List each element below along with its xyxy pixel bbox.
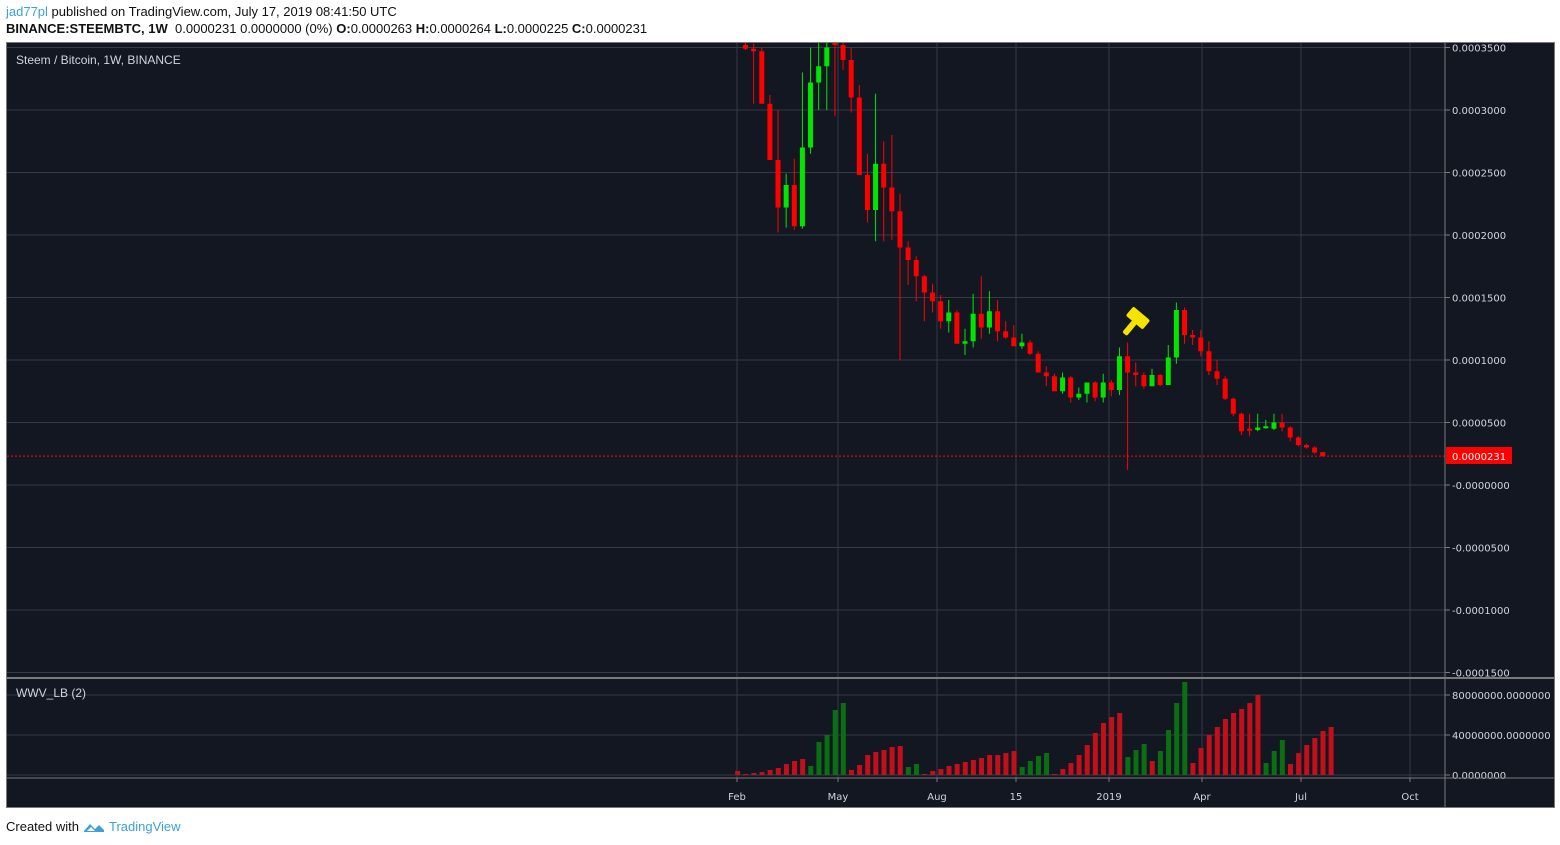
price-change: 0.0000000 (0%) xyxy=(240,21,333,36)
svg-text:0.0003000: 0.0003000 xyxy=(1452,106,1506,117)
last-price: 0.0000231 xyxy=(175,21,237,36)
low-label: L: xyxy=(494,21,507,36)
svg-text:Feb: Feb xyxy=(728,792,746,803)
publish-info: jad77pl published on TradingView.com, Ju… xyxy=(6,4,397,19)
svg-text:Jul: Jul xyxy=(1294,792,1307,803)
gavel-icon xyxy=(1123,307,1150,336)
svg-text:0.0000000: 0.0000000 xyxy=(1452,771,1506,782)
high-value: 0.0000264 xyxy=(429,21,491,36)
volume-bars xyxy=(735,682,1334,775)
svg-text:-0.0001500: -0.0001500 xyxy=(1452,669,1510,680)
footer: Created with TradingView xyxy=(6,819,181,834)
indicator-legend: WWV_LB (2) xyxy=(16,686,86,700)
close-value: 0.0000231 xyxy=(585,21,648,36)
svg-text:0.0003500: 0.0003500 xyxy=(1452,44,1506,55)
svg-text:80000000.0000000: 80000000.0000000 xyxy=(1452,691,1551,702)
open-label: O: xyxy=(336,21,351,36)
svg-text:Apr: Apr xyxy=(1193,792,1211,803)
svg-text:Oct: Oct xyxy=(1401,792,1418,803)
chart-legend: Steem / Bitcoin, 1W, BINANCE xyxy=(16,53,181,67)
tradingview-link[interactable]: TradingView xyxy=(108,819,181,834)
svg-text:Aug: Aug xyxy=(927,792,947,803)
svg-text:2019: 2019 xyxy=(1096,792,1121,803)
tradingview-logo-icon xyxy=(83,823,104,832)
svg-text:-0.0001000: -0.0001000 xyxy=(1452,606,1510,617)
svg-text:40000000.0000000: 40000000.0000000 xyxy=(1452,731,1551,742)
svg-text:0.0002500: 0.0002500 xyxy=(1452,169,1506,180)
price-candles xyxy=(7,43,1445,470)
symbol-info: BINANCE:STEEMBTC, 1W 0.0000231 0.0000000… xyxy=(6,21,647,36)
symbol-name: BINANCE:STEEMBTC, 1W xyxy=(6,21,168,36)
published-text: published on TradingView.com, July 17, 2… xyxy=(47,4,397,19)
close-label: C: xyxy=(571,21,586,36)
low-value: 0.0000225 xyxy=(506,21,569,36)
author-link[interactable]: jad77pl xyxy=(6,4,48,19)
svg-text:0.0000500: 0.0000500 xyxy=(1452,419,1506,430)
axes: 0.0003500 0.0003000 0.0002500 0.0002000 0.00… xyxy=(7,43,1555,807)
svg-text:0.0002000: 0.0002000 xyxy=(1452,231,1506,242)
current-price-badge xyxy=(1446,447,1512,464)
grid-lines xyxy=(7,43,1445,778)
open-value: 0.0000263 xyxy=(350,21,413,36)
created-with-text: Created with xyxy=(6,819,79,834)
svg-text:-0.0000500: -0.0000500 xyxy=(1452,544,1510,555)
svg-text:0.0001500: 0.0001500 xyxy=(1452,294,1506,305)
high-label: H: xyxy=(415,21,430,36)
svg-text:15: 15 xyxy=(1010,792,1023,803)
svg-text:-0.0000000: -0.0000000 xyxy=(1452,481,1510,492)
svg-text:May: May xyxy=(828,792,849,803)
svg-text:0.0001000: 0.0001000 xyxy=(1452,356,1506,367)
current-price-label: 0.0000231 xyxy=(1452,452,1506,463)
